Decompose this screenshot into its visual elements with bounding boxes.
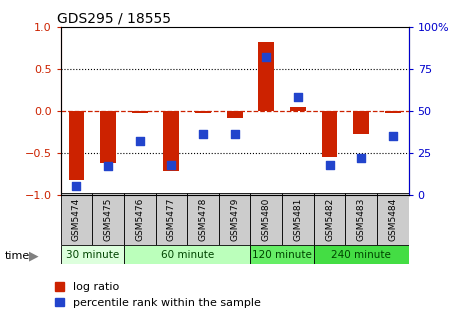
Text: ▶: ▶ [29, 250, 39, 263]
Text: time: time [4, 251, 30, 261]
Point [168, 162, 175, 167]
Text: GSM5478: GSM5478 [198, 198, 207, 241]
Bar [314, 193, 345, 245]
Bar [187, 193, 219, 245]
Text: GSM5483: GSM5483 [357, 198, 365, 241]
Legend: log ratio, percentile rank within the sample: log ratio, percentile rank within the sa… [50, 278, 265, 312]
Bar [69, 111, 84, 180]
Bar [219, 193, 251, 245]
Bar [124, 245, 251, 264]
Point [105, 164, 112, 169]
Text: GSM5481: GSM5481 [293, 198, 302, 241]
Bar [321, 111, 337, 157]
Bar [377, 193, 409, 245]
Text: 120 minute: 120 minute [252, 250, 312, 259]
Text: GSM5482: GSM5482 [325, 198, 334, 241]
Bar [282, 193, 314, 245]
Bar [132, 111, 148, 114]
Bar [61, 245, 124, 264]
Text: 60 minute: 60 minute [161, 250, 214, 259]
Bar [353, 111, 369, 134]
Point [263, 54, 270, 60]
Point [357, 155, 365, 161]
Bar [227, 111, 242, 118]
Bar [195, 111, 211, 113]
Text: 30 minute: 30 minute [66, 250, 119, 259]
Text: GSM5484: GSM5484 [388, 198, 397, 241]
Text: GDS295 / 18555: GDS295 / 18555 [57, 12, 171, 26]
Bar [345, 193, 377, 245]
Bar [155, 193, 187, 245]
Bar [100, 111, 116, 163]
Text: GSM5477: GSM5477 [167, 198, 176, 241]
Bar [290, 107, 306, 111]
Bar [258, 42, 274, 111]
Text: GSM5479: GSM5479 [230, 198, 239, 241]
Text: 240 minute: 240 minute [331, 250, 391, 259]
Bar [385, 111, 401, 114]
Point [389, 133, 396, 139]
Point [231, 132, 238, 137]
Bar [61, 193, 92, 245]
Point [294, 95, 301, 100]
Point [326, 162, 333, 167]
Point [199, 132, 207, 137]
Text: GSM5476: GSM5476 [135, 198, 144, 241]
Bar [124, 193, 155, 245]
Text: GSM5474: GSM5474 [72, 198, 81, 241]
Bar [314, 245, 409, 264]
Text: GSM5480: GSM5480 [262, 198, 271, 241]
Bar [163, 111, 179, 171]
Bar [92, 193, 124, 245]
Bar [251, 193, 282, 245]
Text: GSM5475: GSM5475 [104, 198, 113, 241]
Point [73, 184, 80, 189]
Point [136, 138, 143, 144]
Bar [251, 245, 314, 264]
